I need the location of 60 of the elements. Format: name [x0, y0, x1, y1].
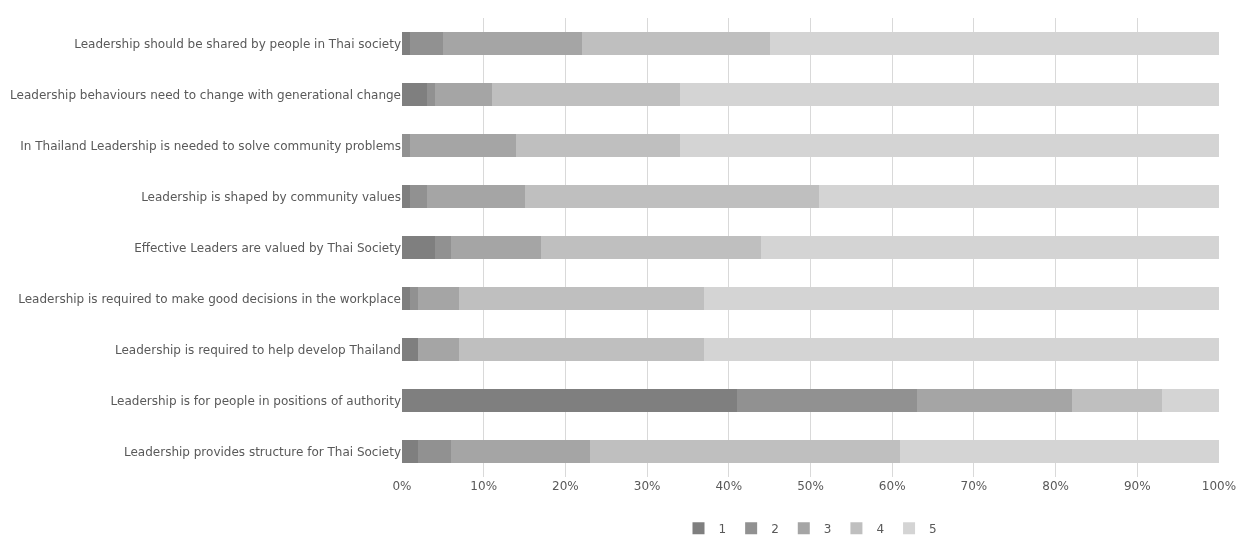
- bar: [410, 287, 419, 310]
- bar: [426, 83, 435, 106]
- x-tick-label: 0%: [392, 479, 412, 493]
- y-tick-label: Leadership is required to make good decisions in the workplace: [18, 291, 401, 306]
- legend-label: 1: [718, 521, 727, 536]
- bar: [451, 236, 541, 259]
- bar: [459, 338, 705, 361]
- bar: [402, 32, 411, 55]
- bar: [736, 389, 917, 412]
- x-tick-label: 90%: [1123, 479, 1151, 493]
- bar: [426, 185, 525, 208]
- bar: [524, 185, 819, 208]
- bar: [418, 287, 460, 310]
- bar: [402, 440, 419, 463]
- bar: [434, 236, 452, 259]
- bar: [402, 236, 435, 259]
- bar: [491, 83, 680, 106]
- bar: [410, 185, 427, 208]
- bar: [1071, 389, 1162, 412]
- y-tick-label: Leadership behaviours need to change with generational change: [10, 87, 401, 102]
- bar: [916, 389, 1072, 412]
- bar: [402, 338, 419, 361]
- y-tick-label: Leadership is for people in positions of authority: [110, 393, 401, 408]
- bar: [402, 83, 427, 106]
- bar: [442, 32, 582, 55]
- y-tick-label: In Thailand Leadership is needed to solve community problems: [20, 138, 401, 153]
- x-tick-label: 80%: [1042, 479, 1069, 493]
- legend-label: 2: [771, 521, 779, 536]
- bar: [451, 440, 590, 463]
- bar: [402, 134, 411, 157]
- x-tick-label: 70%: [960, 479, 988, 493]
- y-tick-label: Effective Leaders are valued by Thai Society: [134, 240, 401, 255]
- y-tick-label: Leadership is required to help develop Thailand: [114, 342, 401, 357]
- y-tick-label: Leadership provides structure for Thai Society: [123, 444, 401, 459]
- x-tick-label: 20%: [552, 479, 579, 493]
- bar: [418, 338, 460, 361]
- bar: [402, 287, 411, 310]
- bar: [1161, 389, 1219, 412]
- x-tick-label: 40%: [715, 479, 743, 493]
- bar: [581, 32, 770, 55]
- bar: [459, 287, 705, 310]
- bar: [540, 236, 762, 259]
- bar: [418, 440, 452, 463]
- bar: [402, 389, 737, 412]
- x-tick-label: 50%: [797, 479, 824, 493]
- x-tick-label: 100%: [1201, 479, 1237, 493]
- bar: [434, 83, 492, 106]
- bar: [589, 440, 901, 463]
- legend-label: 4: [876, 521, 885, 536]
- y-tick-label: Leadership is shaped by community values: [141, 189, 401, 204]
- bar: [410, 134, 517, 157]
- legend-label: 5: [929, 521, 937, 536]
- y-tick-label: Leadership should be shared by people in Thai society: [74, 36, 401, 51]
- x-tick-label: 30%: [633, 479, 661, 493]
- x-tick-label: 60%: [878, 479, 906, 493]
- bar: [410, 32, 443, 55]
- x-tick-label: 10%: [470, 479, 498, 493]
- bar: [402, 185, 411, 208]
- legend-label: 3: [823, 521, 832, 536]
- bar: [516, 134, 680, 157]
